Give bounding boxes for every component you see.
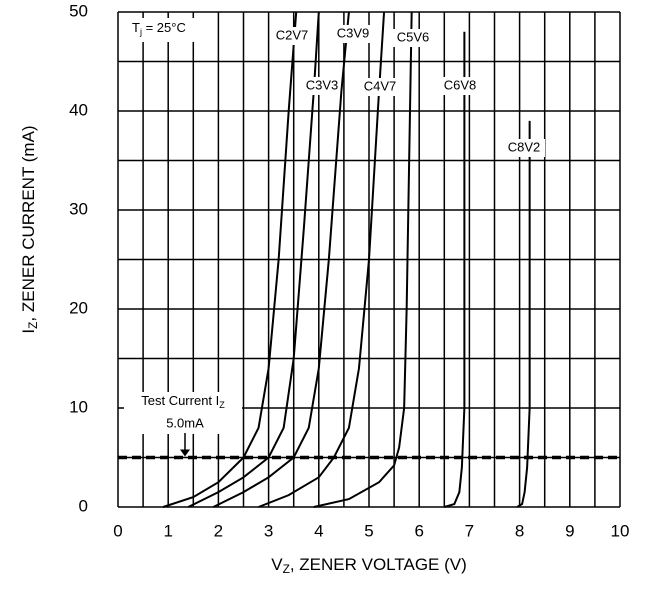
y-tick-label: 40 bbox=[69, 100, 88, 119]
y-tick-label: 10 bbox=[69, 397, 88, 416]
series-line bbox=[516, 120, 531, 508]
series-label: C3V9 bbox=[337, 25, 370, 40]
label-background bbox=[332, 25, 374, 43]
label-background bbox=[392, 29, 434, 47]
label-background bbox=[271, 27, 313, 45]
x-tick-label: 9 bbox=[565, 521, 574, 540]
x-tick-label: 6 bbox=[414, 521, 423, 540]
series-line bbox=[212, 11, 350, 508]
condition-label-rest: = 25°C bbox=[142, 20, 186, 35]
y-axis-label-sub: Z bbox=[26, 322, 40, 329]
y-axis-label-rest: , ZENER CURRENT (mA) bbox=[19, 125, 38, 321]
series-label: C8V2 bbox=[508, 139, 541, 154]
series-label: C6V8 bbox=[444, 77, 477, 92]
x-tick-label: 5 bbox=[364, 521, 373, 540]
series-line bbox=[187, 11, 320, 508]
test-current-sub: Z bbox=[219, 400, 225, 410]
test-current-value: 5.0mA bbox=[166, 415, 204, 430]
series-label: C4V7 bbox=[364, 78, 397, 93]
test-current-main: Test Current I bbox=[141, 393, 219, 408]
series-line bbox=[444, 31, 466, 508]
label-background bbox=[503, 139, 545, 157]
series-label: C3V3 bbox=[306, 77, 339, 92]
series-label: C5V6 bbox=[397, 29, 430, 44]
condition-label-sub: j bbox=[139, 27, 142, 37]
x-tick-label: 8 bbox=[515, 521, 524, 540]
x-tick-label: 7 bbox=[465, 521, 474, 540]
y-tick-label: 30 bbox=[69, 199, 88, 218]
condition-label: Tj = 25°C bbox=[132, 20, 186, 37]
x-axis-label-main: V bbox=[271, 555, 283, 574]
x-tick-label: 0 bbox=[113, 521, 122, 540]
x-tick-label: 1 bbox=[163, 521, 172, 540]
label-background bbox=[301, 77, 343, 95]
y-tick-label: 0 bbox=[79, 496, 88, 515]
x-axis-label: VZ, ZENER VOLTAGE (V) bbox=[271, 555, 467, 576]
x-tick-label: 2 bbox=[214, 521, 223, 540]
y-axis-label-main: I bbox=[19, 329, 38, 334]
label-background bbox=[439, 77, 481, 95]
test-current-label: Test Current IZ bbox=[141, 393, 225, 410]
annotation-background bbox=[126, 18, 210, 42]
condition-label-main: T bbox=[132, 20, 140, 35]
x-axis-label-rest: , ZENER VOLTAGE (V) bbox=[290, 555, 467, 574]
series-line bbox=[258, 11, 386, 508]
series-line bbox=[162, 11, 298, 508]
x-tick-label: 10 bbox=[611, 521, 630, 540]
annotation-background bbox=[124, 392, 242, 434]
series-line bbox=[313, 11, 413, 508]
y-axis-label: IZ, ZENER CURRENT (mA) bbox=[19, 125, 40, 333]
x-tick-label: 4 bbox=[314, 521, 323, 540]
label-background bbox=[359, 78, 401, 96]
x-axis-label-sub: Z bbox=[283, 562, 290, 576]
y-tick-label: 50 bbox=[69, 1, 88, 20]
x-tick-label: 3 bbox=[264, 521, 273, 540]
series-label: C2V7 bbox=[276, 27, 309, 42]
arrow-head bbox=[180, 449, 190, 457]
y-tick-label: 20 bbox=[69, 298, 88, 317]
